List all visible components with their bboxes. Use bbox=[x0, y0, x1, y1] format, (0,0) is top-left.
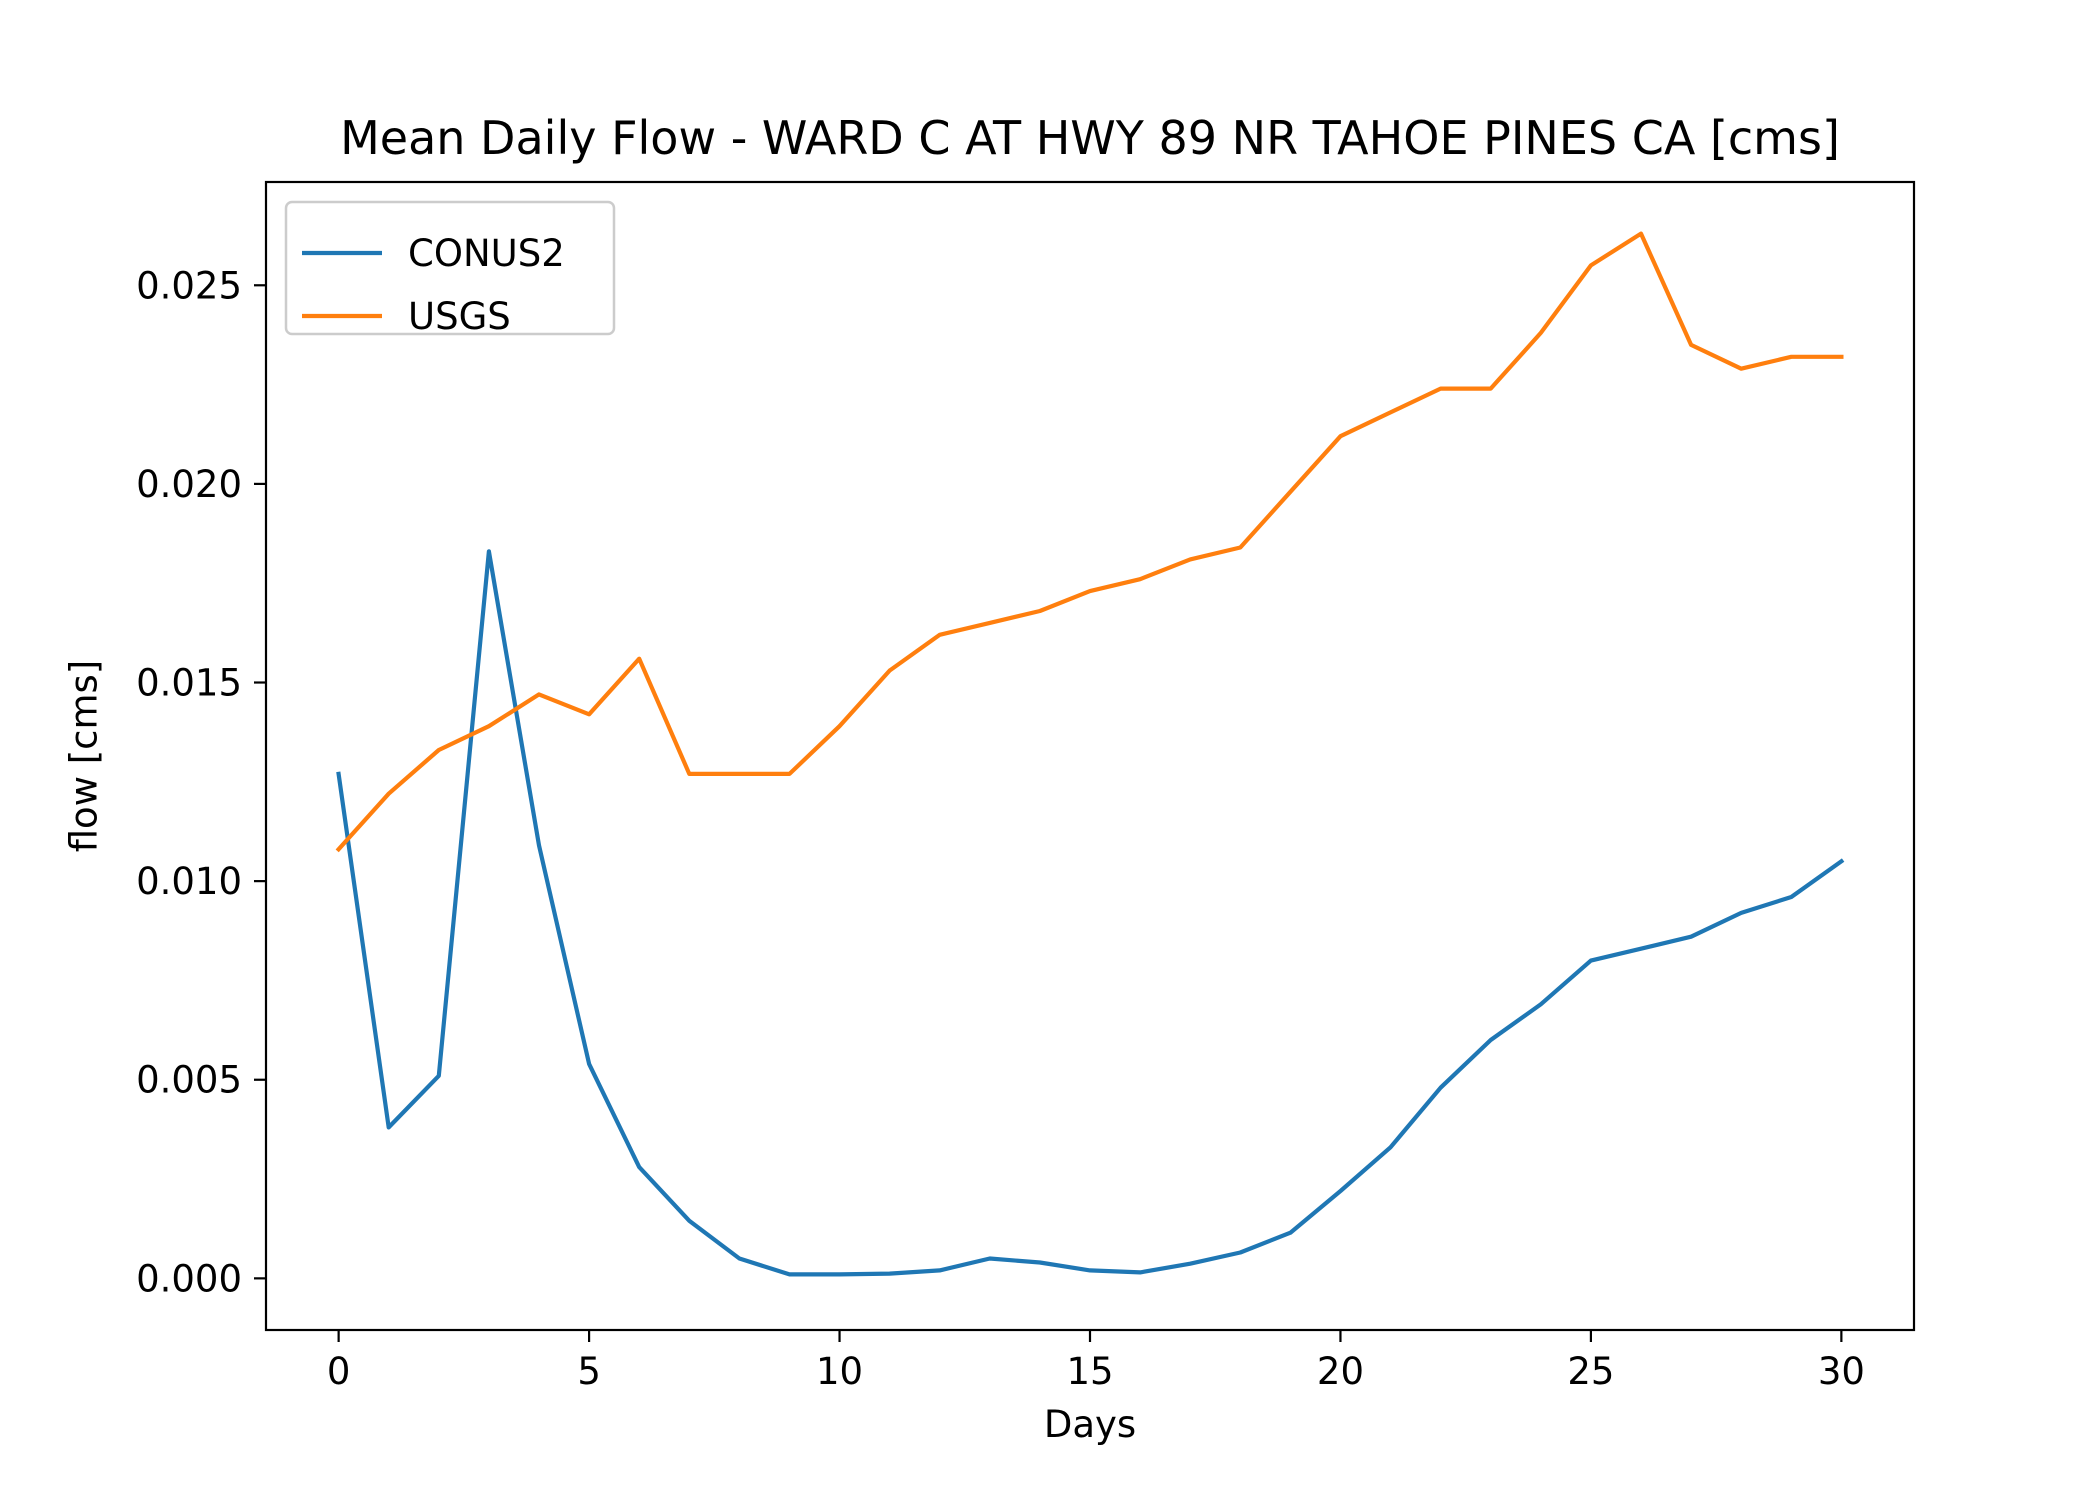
x-tick-label: 5 bbox=[577, 1350, 601, 1393]
y-tick-label: 0.025 bbox=[136, 264, 242, 307]
legend: CONUS2 USGS bbox=[284, 200, 616, 338]
x-tick-label: 10 bbox=[816, 1350, 863, 1393]
y-tick-label: 0.005 bbox=[136, 1059, 242, 1102]
y-axis: 0.000 0.005 0.010 0.015 0.020 0.025 bbox=[136, 264, 266, 1300]
x-tick-label: 30 bbox=[1818, 1350, 1865, 1393]
x-axis: 0 5 10 15 20 25 30 bbox=[327, 1330, 1865, 1393]
x-tick-label: 20 bbox=[1317, 1350, 1364, 1393]
x-tick-label: 15 bbox=[1066, 1350, 1113, 1393]
legend-box bbox=[284, 200, 616, 336]
legend-label-usgs: USGS bbox=[408, 295, 511, 338]
x-tick-label: 25 bbox=[1567, 1350, 1614, 1393]
y-tick-label: 0.015 bbox=[136, 662, 242, 705]
chart-title: Mean Daily Flow - WARD C AT HWY 89 NR TA… bbox=[340, 111, 1840, 165]
x-axis-title: Days bbox=[1044, 1403, 1136, 1446]
x-tick-label: 0 bbox=[327, 1350, 351, 1393]
series-layer bbox=[335, 231, 1845, 1277]
y-tick-label: 0.010 bbox=[136, 860, 242, 903]
y-axis-title: flow [cms] bbox=[63, 660, 106, 853]
y-tick-label: 0.000 bbox=[136, 1257, 242, 1300]
legend-label-conus2: CONUS2 bbox=[408, 232, 565, 275]
y-tick-label: 0.020 bbox=[136, 463, 242, 506]
series-line-usgs bbox=[335, 231, 1844, 853]
series-line-conus2 bbox=[336, 549, 1845, 1277]
